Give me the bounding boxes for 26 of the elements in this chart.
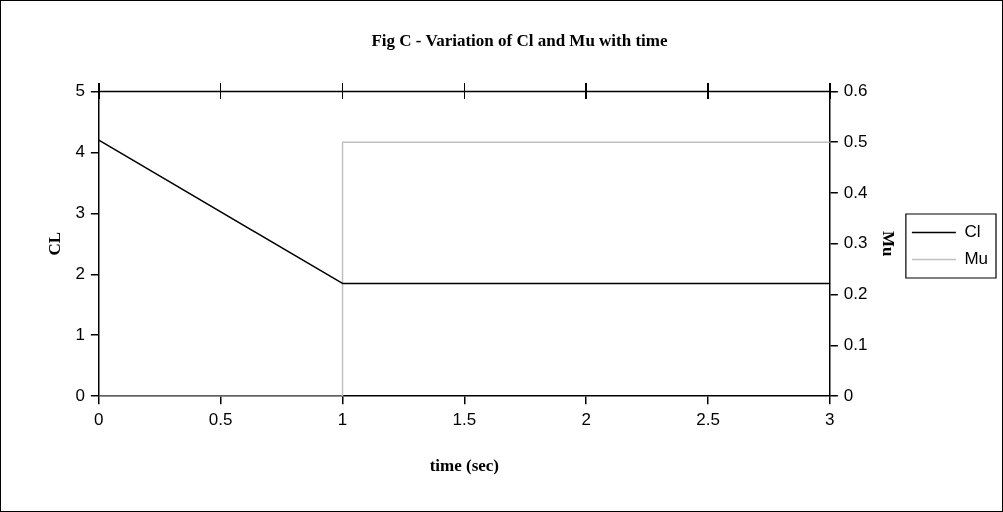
y-tick-label: 3 xyxy=(75,203,85,223)
y2-tick-label: 0.3 xyxy=(843,233,868,253)
x-tick-label: 0 xyxy=(94,410,104,430)
y2-tick-label: 0.5 xyxy=(843,131,868,151)
x-tick-label: 1.5 xyxy=(452,410,477,430)
y-tick-label: 5 xyxy=(75,81,85,101)
y2-tick-label: 0.1 xyxy=(843,335,868,355)
x-tick-label: 2 xyxy=(581,410,591,430)
x-tick-label: 1 xyxy=(337,410,348,430)
y2-axis-title: Mu xyxy=(879,231,899,257)
legend-label: Mu xyxy=(964,249,989,269)
y-axis-title: CL xyxy=(44,231,64,256)
y-tick-label: 2 xyxy=(75,263,85,283)
x-tick-label: 3 xyxy=(825,410,835,430)
y2-tick-label: 0.6 xyxy=(843,81,868,101)
y2-tick-label: 0 xyxy=(843,385,854,405)
y-tick-label: 0 xyxy=(75,385,85,405)
y-tick-label: 4 xyxy=(75,142,85,162)
chart-title: Fig C - Variation of Cl and Mu with time xyxy=(371,30,668,50)
y-tick-label: 1 xyxy=(75,324,85,344)
y2-tick-label: 0.4 xyxy=(843,182,868,202)
x-tick-label: 2.5 xyxy=(696,410,720,430)
x-tick-label: 0.5 xyxy=(208,410,233,430)
y2-tick-label: 0.2 xyxy=(843,284,868,304)
legend-label: Cl xyxy=(964,222,981,242)
x-axis-title: time (sec) xyxy=(429,456,500,476)
